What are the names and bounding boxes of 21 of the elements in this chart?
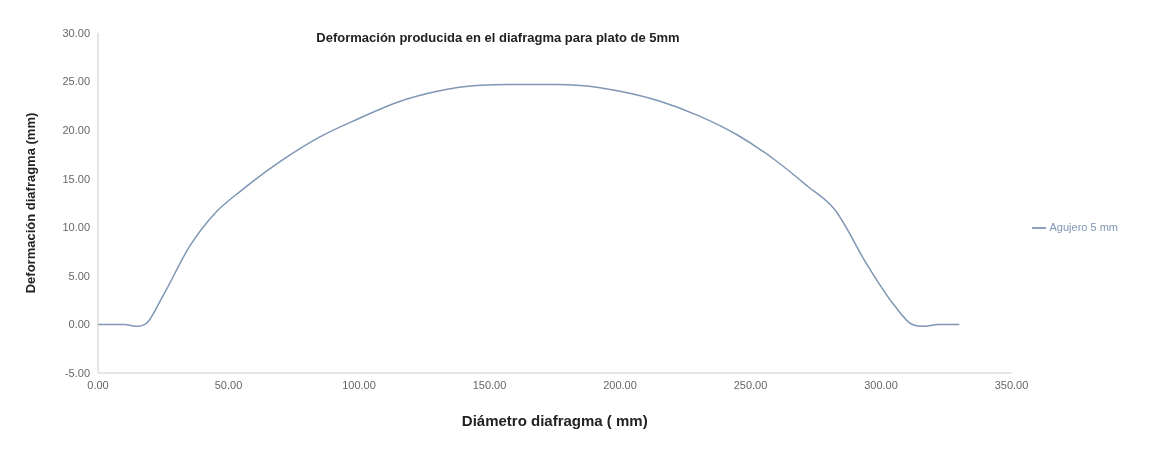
y-tick-label: 15.00 — [62, 172, 90, 185]
x-tick-label: 150.00 — [472, 378, 507, 391]
chart-title: Deformación producida en el diafragma para plato de 5mm — [315, 30, 681, 45]
y-tick-label: 25.00 — [62, 75, 90, 88]
x-tick-label: 300.00 — [864, 378, 898, 391]
y-tick-label: 20.00 — [62, 124, 90, 137]
y-tick-label: -5.00 — [64, 366, 90, 379]
y-tick-label: 10.00 — [62, 221, 90, 234]
x-axis-title: Diámetro diafragma ( mm) — [461, 412, 648, 429]
x-tick-label: 0.00 — [87, 378, 109, 391]
x-tick-label: 200.00 — [603, 378, 637, 391]
legend-label: Agujero 5 mm — [1049, 220, 1118, 233]
y-axis-title: Deformación diafragma (mm) — [22, 112, 38, 294]
line-series — [98, 83, 961, 328]
y-tick-label: 0.00 — [68, 318, 90, 331]
x-tick-label: 350.00 — [994, 378, 1029, 391]
y-tick-label: 5.00 — [68, 269, 90, 282]
x-tick-label: 250.00 — [733, 378, 768, 391]
x-tick-label: 100.00 — [342, 378, 376, 391]
y-tick-label: 30.00 — [62, 26, 90, 39]
x-tick-label: 50.00 — [214, 378, 243, 391]
